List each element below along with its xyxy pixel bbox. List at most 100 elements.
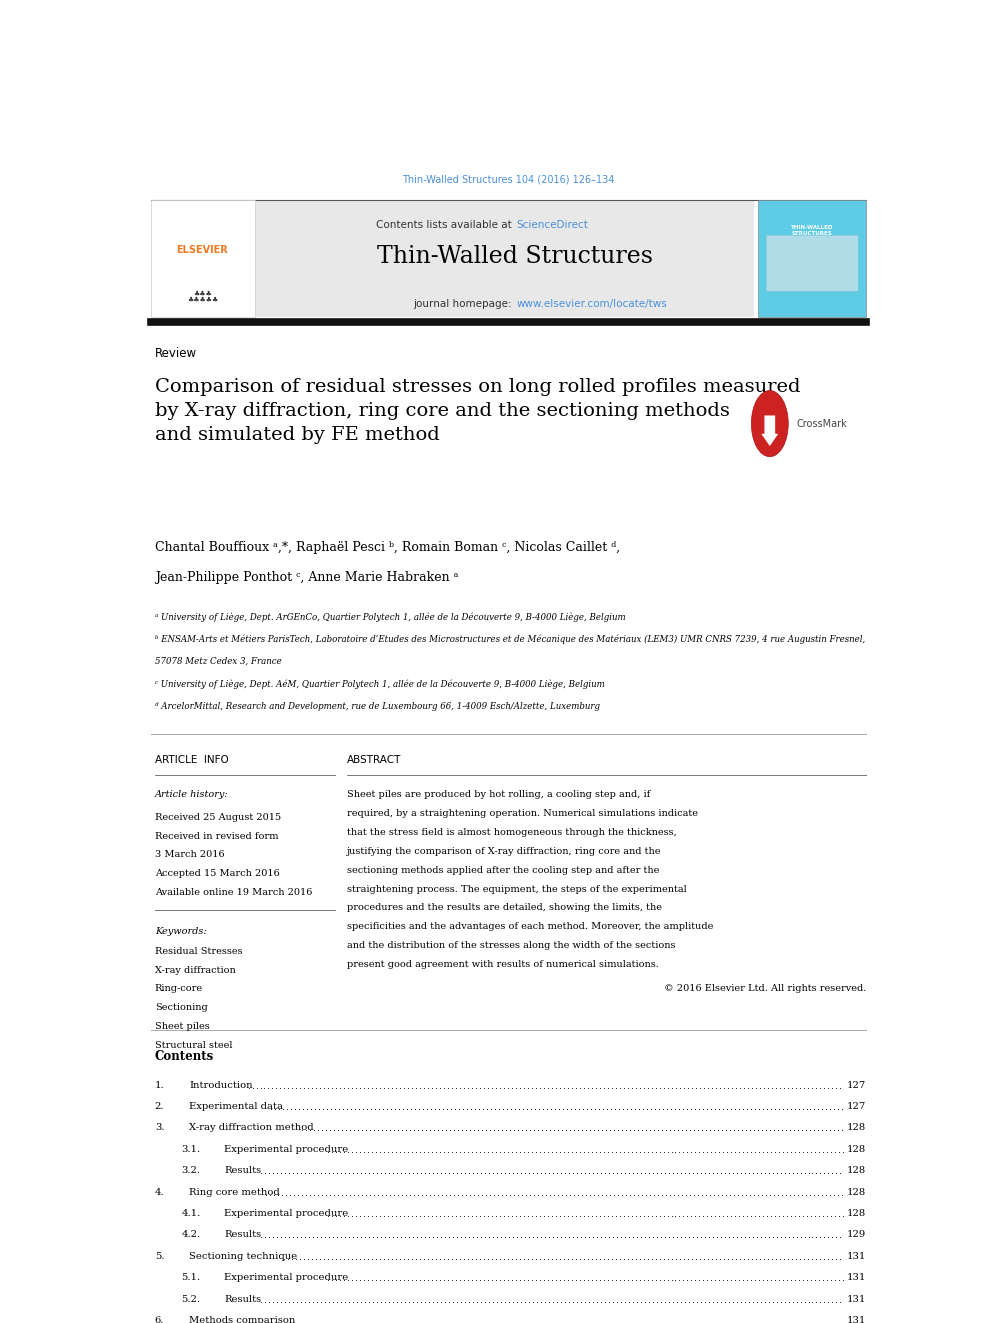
- Text: .: .: [723, 1295, 726, 1304]
- Text: .: .: [505, 1188, 508, 1197]
- Text: .: .: [319, 1295, 322, 1304]
- Text: .: .: [540, 1167, 543, 1176]
- Text: .: .: [686, 1209, 689, 1218]
- Text: .: .: [516, 1230, 519, 1241]
- Text: .: .: [532, 1081, 535, 1090]
- Text: .: .: [443, 1295, 446, 1304]
- Text: .: .: [338, 1316, 341, 1323]
- Text: .: .: [483, 1252, 486, 1262]
- Text: .: .: [402, 1316, 405, 1323]
- Text: .: .: [375, 1252, 378, 1262]
- Text: .: .: [688, 1123, 691, 1134]
- Text: .: .: [672, 1230, 675, 1241]
- Text: .: .: [493, 1188, 496, 1197]
- Text: .: .: [559, 1230, 562, 1241]
- Text: .: .: [536, 1230, 539, 1241]
- Text: .: .: [776, 1167, 779, 1176]
- Text: .: .: [407, 1273, 410, 1283]
- Text: .: .: [822, 1144, 825, 1155]
- Text: .: .: [485, 1123, 488, 1134]
- Text: .: .: [491, 1144, 494, 1155]
- Text: .: .: [380, 1230, 383, 1241]
- Text: .: .: [485, 1188, 488, 1197]
- Text: .: .: [552, 1081, 555, 1090]
- Text: ELSEVIER: ELSEVIER: [177, 245, 228, 255]
- Text: .: .: [664, 1081, 667, 1090]
- Text: .: .: [726, 1273, 729, 1283]
- Text: .: .: [331, 1081, 334, 1090]
- Text: .: .: [782, 1102, 785, 1113]
- Text: .: .: [741, 1123, 744, 1134]
- Text: .: .: [699, 1230, 702, 1241]
- Text: .: .: [755, 1144, 758, 1155]
- Text: .: .: [682, 1209, 685, 1218]
- Text: .: .: [317, 1102, 320, 1113]
- Text: .: .: [776, 1230, 779, 1241]
- Text: .: .: [544, 1081, 547, 1090]
- Text: .: .: [399, 1209, 402, 1218]
- Text: .: .: [539, 1273, 542, 1283]
- Text: .: .: [457, 1188, 460, 1197]
- Text: .: .: [610, 1273, 613, 1283]
- Text: .: .: [730, 1273, 733, 1283]
- Text: .: .: [304, 1295, 307, 1304]
- Text: .: .: [427, 1144, 430, 1155]
- Text: .: .: [713, 1123, 716, 1134]
- Text: .: .: [635, 1081, 638, 1090]
- Text: .: .: [602, 1273, 605, 1283]
- Text: .: .: [374, 1102, 377, 1113]
- Text: that the stress field is almost homogeneous through the thickness,: that the stress field is almost homogene…: [347, 828, 677, 837]
- Text: .: .: [574, 1209, 577, 1218]
- Text: .: .: [593, 1102, 596, 1113]
- Text: .: .: [668, 1167, 671, 1176]
- Text: .: .: [747, 1252, 750, 1262]
- Text: .: .: [348, 1295, 351, 1304]
- Text: .: .: [608, 1167, 611, 1176]
- Text: .: .: [786, 1316, 789, 1323]
- Text: .: .: [686, 1316, 689, 1323]
- Text: .: .: [725, 1188, 728, 1197]
- Text: .: .: [661, 1188, 664, 1197]
- Text: .: .: [544, 1295, 547, 1304]
- Text: .: .: [590, 1144, 593, 1155]
- Text: .: .: [352, 1295, 355, 1304]
- Text: .: .: [579, 1230, 582, 1241]
- Text: .: .: [510, 1102, 513, 1113]
- Text: .: .: [417, 1123, 420, 1134]
- Text: .: .: [831, 1295, 834, 1304]
- Text: .: .: [538, 1188, 541, 1197]
- Text: .: .: [703, 1252, 706, 1262]
- Text: .: .: [513, 1188, 516, 1197]
- Text: .: .: [842, 1316, 845, 1323]
- Text: .: .: [388, 1295, 391, 1304]
- Text: .: .: [443, 1252, 446, 1262]
- Text: .: .: [788, 1230, 791, 1241]
- Text: .: .: [657, 1123, 660, 1134]
- Text: ABSTRACT: ABSTRACT: [347, 754, 402, 765]
- Text: .: .: [528, 1167, 531, 1176]
- Text: .: .: [503, 1144, 506, 1155]
- Text: .: .: [667, 1144, 670, 1155]
- Text: .: .: [428, 1081, 431, 1090]
- Text: .: .: [602, 1144, 605, 1155]
- Text: .: .: [478, 1102, 481, 1113]
- Text: .: .: [528, 1081, 531, 1090]
- Text: .: .: [623, 1273, 626, 1283]
- Text: .: .: [494, 1316, 497, 1323]
- Text: .: .: [749, 1188, 752, 1197]
- Text: .: .: [502, 1316, 505, 1323]
- Text: .: .: [349, 1123, 352, 1134]
- Text: .: .: [717, 1123, 720, 1134]
- Text: .: .: [311, 1252, 314, 1262]
- Text: .: .: [469, 1188, 472, 1197]
- Text: .: .: [565, 1102, 568, 1113]
- Text: .: .: [790, 1102, 793, 1113]
- Text: .: .: [276, 1295, 279, 1304]
- Text: .: .: [747, 1081, 750, 1090]
- Text: .: .: [602, 1316, 605, 1323]
- Text: .: .: [278, 1102, 281, 1113]
- Text: .: .: [628, 1230, 631, 1241]
- Text: .: .: [620, 1230, 623, 1241]
- Text: .: .: [753, 1123, 756, 1134]
- Text: .: .: [642, 1102, 645, 1113]
